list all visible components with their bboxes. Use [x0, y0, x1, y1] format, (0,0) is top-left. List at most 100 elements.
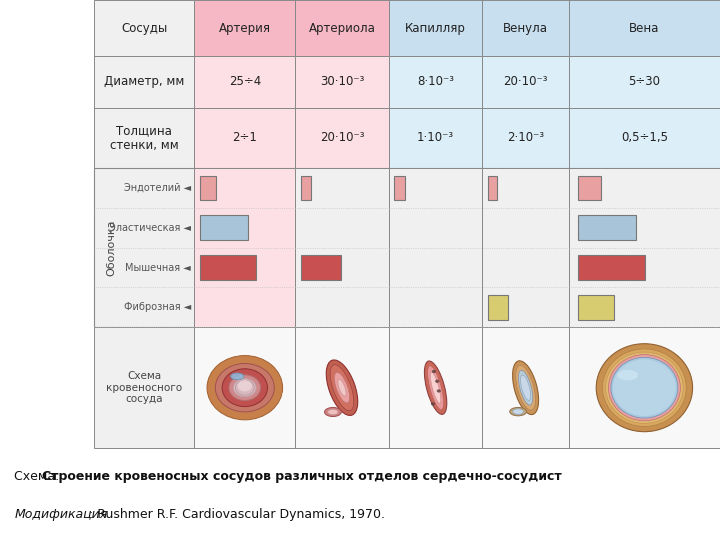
Text: 0,5÷1,5: 0,5÷1,5	[621, 131, 668, 144]
Text: Артериола: Артериола	[309, 22, 375, 35]
Ellipse shape	[521, 375, 531, 401]
Text: : Rushmer R.F. Cardiovascular Dynamics, 1970.: : Rushmer R.F. Cardiovascular Dynamics, …	[89, 508, 384, 521]
Ellipse shape	[608, 355, 680, 421]
Text: 5÷30: 5÷30	[629, 75, 660, 89]
Text: 30·10⁻³: 30·10⁻³	[320, 75, 364, 89]
Bar	[94, 327, 194, 448]
Text: Толщина
стенки, мм: Толщина стенки, мм	[109, 124, 179, 152]
Bar	[194, 107, 295, 168]
Ellipse shape	[326, 360, 358, 415]
Bar	[301, 255, 341, 280]
Bar	[194, 327, 295, 448]
Text: Сосуды: Сосуды	[121, 22, 167, 35]
Bar	[295, 168, 389, 327]
Text: 20·10⁻³: 20·10⁻³	[320, 131, 364, 144]
Bar	[194, 56, 295, 107]
Bar	[389, 168, 482, 327]
Bar	[482, 327, 569, 448]
Text: Фиброзная ◄: Фиброзная ◄	[124, 302, 191, 312]
Text: Эндотелий ◄: Эндотелий ◄	[124, 183, 191, 193]
Ellipse shape	[617, 370, 638, 380]
Ellipse shape	[325, 408, 341, 416]
Ellipse shape	[431, 372, 441, 403]
Text: 25÷4: 25÷4	[229, 75, 261, 89]
Bar	[578, 255, 644, 280]
Text: 20·10⁻³: 20·10⁻³	[503, 75, 548, 89]
Ellipse shape	[596, 343, 693, 431]
Ellipse shape	[435, 380, 439, 383]
Ellipse shape	[229, 375, 261, 401]
Bar	[482, 168, 569, 327]
Ellipse shape	[338, 379, 346, 396]
Bar	[389, 56, 482, 107]
Ellipse shape	[611, 357, 678, 418]
Bar	[487, 295, 508, 320]
Text: Схема
кровеносного
сосуда: Схема кровеносного сосуда	[106, 371, 182, 404]
Text: 1·10⁻³: 1·10⁻³	[417, 131, 454, 144]
Text: Мышечная ◄: Мышечная ◄	[125, 262, 191, 273]
Bar	[94, 168, 720, 327]
Bar	[482, 0, 569, 56]
Ellipse shape	[230, 373, 244, 380]
Ellipse shape	[215, 363, 274, 412]
Bar	[389, 327, 482, 448]
Ellipse shape	[516, 365, 536, 410]
Ellipse shape	[330, 364, 354, 411]
Bar	[578, 215, 636, 240]
Ellipse shape	[510, 408, 526, 416]
Text: Схема.: Схема.	[14, 470, 63, 483]
Bar	[569, 327, 720, 448]
Bar	[94, 107, 194, 168]
Bar	[569, 168, 720, 327]
Ellipse shape	[437, 389, 441, 393]
Ellipse shape	[207, 355, 283, 420]
Text: 2·10⁻³: 2·10⁻³	[507, 131, 544, 144]
Ellipse shape	[238, 380, 252, 392]
Bar	[200, 215, 248, 240]
Bar	[487, 176, 497, 200]
Text: Венула: Венула	[503, 22, 548, 35]
Ellipse shape	[233, 379, 256, 397]
Text: Строение кровеносных сосудов различных отделов сердечно-сосудист: Строение кровеносных сосудов различных о…	[42, 470, 562, 483]
Bar	[94, 168, 194, 327]
Text: Диаметр, мм: Диаметр, мм	[104, 75, 184, 89]
Text: Артерия: Артерия	[219, 22, 271, 35]
Bar	[389, 0, 482, 56]
Bar	[578, 176, 601, 200]
Ellipse shape	[235, 380, 254, 395]
Bar	[94, 0, 194, 56]
Text: Оболочка: Оболочка	[107, 219, 117, 276]
Bar	[94, 56, 194, 107]
Text: Вена: Вена	[629, 22, 660, 35]
Ellipse shape	[513, 361, 539, 415]
Ellipse shape	[428, 366, 444, 410]
Bar	[395, 176, 405, 200]
Bar	[301, 176, 311, 200]
Ellipse shape	[432, 370, 436, 373]
Ellipse shape	[513, 409, 523, 414]
Bar	[194, 0, 295, 56]
Text: Модификация: Модификация	[14, 508, 108, 521]
Ellipse shape	[328, 409, 338, 415]
Bar	[482, 56, 569, 107]
Bar	[295, 0, 389, 56]
Ellipse shape	[518, 370, 533, 405]
Ellipse shape	[222, 369, 268, 407]
Bar	[389, 107, 482, 168]
Text: 8·10⁻³: 8·10⁻³	[417, 75, 454, 89]
Bar	[578, 295, 614, 320]
Text: Капилляр: Капилляр	[405, 22, 466, 35]
Text: 2÷1: 2÷1	[233, 131, 257, 144]
Ellipse shape	[424, 361, 447, 414]
Text: Эластическая ◄: Эластическая ◄	[109, 222, 191, 233]
Ellipse shape	[613, 360, 676, 416]
Bar	[200, 176, 216, 200]
Ellipse shape	[603, 349, 686, 427]
Ellipse shape	[431, 402, 435, 406]
Ellipse shape	[334, 373, 350, 403]
Bar	[295, 327, 389, 448]
Ellipse shape	[606, 352, 683, 423]
Bar	[569, 0, 720, 56]
Bar	[295, 107, 389, 168]
Bar	[295, 56, 389, 107]
